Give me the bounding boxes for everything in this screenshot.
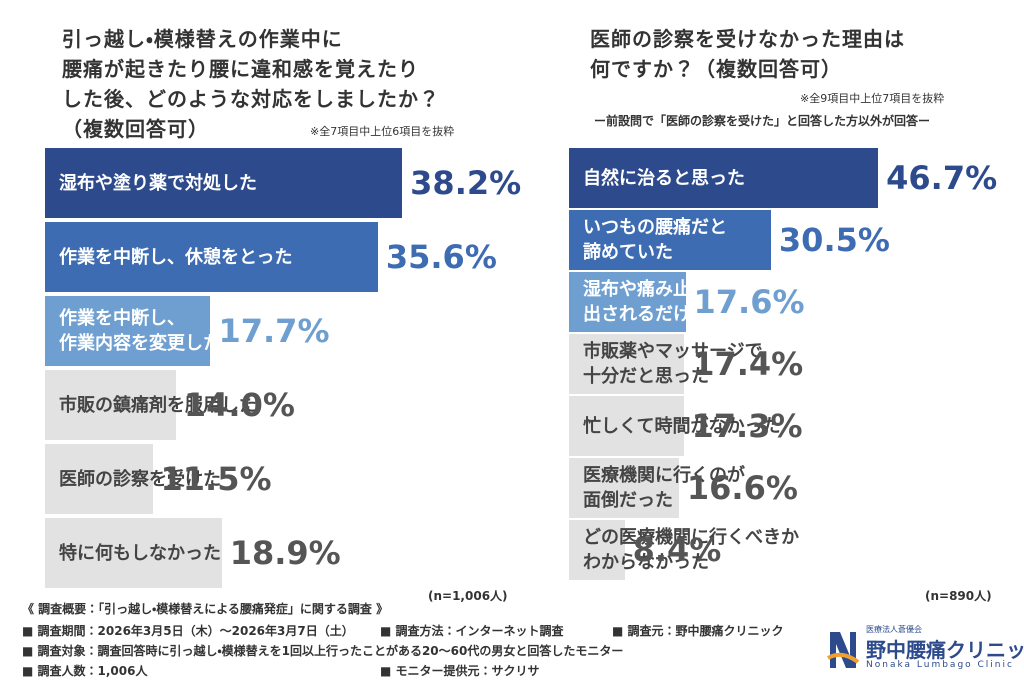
survey-detail: ■ 調査対象：調査回答時に引っ越し・模様替えを1回以上行ったことがある20〜60… [22, 644, 624, 658]
value-label: 35.6% [385, 238, 497, 276]
value-label: 17.3% [691, 407, 803, 445]
survey-detail: ■ 調査元：野中腰痛クリニック [612, 624, 784, 638]
value-label: 17.4% [692, 345, 804, 383]
value-label: 17.7% [218, 312, 330, 350]
sample-size: (n=890人) [925, 589, 992, 603]
category-label: 医師の診察を受けた [59, 468, 221, 490]
bar [569, 148, 879, 208]
survey-detail: ■ 調査人数：1,006人 [22, 664, 148, 678]
bar [569, 210, 771, 270]
category-label: いつもの腰痛だと 諦めていた [583, 217, 727, 263]
bar [45, 518, 222, 588]
value-label: 18.9% [229, 534, 341, 572]
bar [45, 370, 176, 440]
value-label: 11.5% [160, 460, 272, 498]
bar [569, 396, 684, 456]
sample-size: (n=1,006人) [428, 589, 508, 603]
chart-note: ※全9項目中上位7項目を抜粋 [800, 92, 945, 105]
category-label: 湿布や痛み止めを 出されるだけだと思った [583, 279, 781, 325]
footer-heading: 《 調査概要：「引っ越し・模様替えによる腰痛発症」に関する調査 》 [22, 602, 389, 616]
category-label: 医療機関に行くのが 面倒だった [583, 465, 745, 511]
value-label: 38.2% [410, 164, 522, 202]
bar [569, 458, 679, 518]
survey-detail: ■ 調査方法：インターネット調査 [380, 624, 564, 638]
bar [45, 444, 153, 514]
logo-name: 野中腰痛クリニック [866, 638, 1024, 662]
chart-title: 引っ越し・模様替えの作業中に 腰痛が起きたり腰に違和感を覚えたり した後、どのよ… [62, 27, 440, 141]
value-label: 16.6% [686, 469, 798, 507]
category-label: 市販薬やマッサージで 十分だと思った [583, 341, 763, 387]
category-label: 作業を中断し、休憩をとった [59, 246, 293, 268]
survey-detail: ■ 調査期間：2026年3月5日（木）〜2026年3月7日（土） [22, 624, 354, 638]
logo-org: 医療法人蒼優会 [866, 625, 922, 634]
category-label: 市販の鎮痛剤を服用した [59, 394, 257, 416]
value-label: 14.0% [183, 386, 295, 424]
chart-note: ※全7項目中上位6項目を抜粋 [310, 125, 455, 138]
bar [569, 334, 685, 394]
category-label: 忙しくて時間がなかった [583, 415, 781, 437]
bar [45, 296, 211, 366]
value-label: 8.4% [632, 531, 722, 569]
bar [569, 272, 686, 332]
logo: 医療法人蒼優会 野中腰痛クリニック Nonaka Lumbago Clinic [826, 624, 1024, 674]
logo-roman: Nonaka Lumbago Clinic [866, 660, 1014, 670]
category-label: 自然に治ると思った [583, 167, 745, 189]
category-label: 湿布や塗り薬で対処した [59, 172, 257, 194]
category-label: 特に何もしなかった [59, 542, 221, 564]
value-label: 17.6% [693, 283, 805, 321]
chart-title: 医師の診察を受けなかった理由は 何ですか？（複数回答可） [590, 27, 905, 81]
chart-subtitle: ー前設問で「医師の診察を受けた」と回答した方以外が回答ー [594, 114, 931, 128]
survey-detail: ■ モニター提供元：サクリサ [380, 664, 540, 678]
bar [45, 222, 378, 292]
category-label: どの医療機関に行くべきか わからなかった [583, 527, 799, 573]
value-label: 30.5% [778, 221, 890, 259]
value-label: 46.7% [886, 159, 998, 197]
logo-icon [827, 632, 860, 668]
bar [569, 520, 625, 580]
bar [45, 148, 403, 218]
category-label: 作業を中断し、 作業内容を変更した [59, 308, 221, 354]
